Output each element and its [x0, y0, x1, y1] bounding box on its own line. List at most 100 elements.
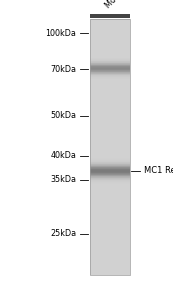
Bar: [90, 67, 130, 68]
Bar: [90, 140, 130, 141]
Bar: [90, 50, 130, 51]
Bar: [90, 202, 130, 203]
Bar: [90, 190, 130, 191]
Bar: [90, 163, 130, 164]
Bar: [90, 33, 130, 34]
Bar: [90, 265, 130, 266]
Bar: [90, 241, 130, 242]
Bar: [90, 74, 130, 75]
Bar: [90, 120, 130, 121]
Bar: [90, 86, 130, 87]
Bar: [90, 248, 130, 249]
Bar: [90, 213, 130, 214]
Bar: [90, 166, 130, 167]
Bar: [90, 122, 130, 123]
Bar: [90, 159, 130, 160]
Bar: [90, 261, 130, 262]
Bar: [90, 193, 130, 194]
Text: 100kDa: 100kDa: [45, 28, 76, 38]
Bar: [90, 36, 130, 37]
Bar: [90, 116, 130, 117]
Bar: [90, 68, 130, 69]
Bar: [90, 268, 130, 269]
Bar: [90, 153, 130, 154]
Bar: [90, 22, 130, 23]
Bar: [90, 205, 130, 206]
Bar: [90, 92, 130, 93]
Bar: [90, 137, 130, 138]
Bar: [90, 233, 130, 234]
Bar: [90, 185, 130, 186]
Bar: [90, 135, 130, 136]
Bar: [90, 240, 130, 241]
Bar: [90, 253, 130, 254]
Bar: [90, 245, 130, 246]
Bar: [90, 32, 130, 33]
Text: 70kDa: 70kDa: [50, 64, 76, 74]
Bar: [90, 244, 130, 245]
Bar: [90, 272, 130, 273]
Bar: [90, 164, 130, 165]
Bar: [90, 90, 130, 91]
Bar: [90, 254, 130, 255]
Bar: [90, 180, 130, 181]
Bar: [90, 180, 130, 181]
Bar: [90, 166, 130, 167]
Bar: [90, 202, 130, 204]
Bar: [90, 192, 130, 193]
Bar: [90, 152, 130, 153]
Bar: [90, 89, 130, 90]
Bar: [90, 205, 130, 206]
Text: 40kDa: 40kDa: [50, 152, 76, 160]
Bar: [90, 164, 130, 165]
Bar: [90, 48, 130, 49]
Bar: [90, 267, 130, 268]
Bar: [90, 145, 130, 146]
Bar: [90, 235, 130, 236]
Bar: [90, 200, 130, 201]
Bar: [90, 217, 130, 218]
Bar: [90, 20, 130, 21]
Bar: [90, 266, 130, 267]
Bar: [90, 108, 130, 109]
Bar: [90, 85, 130, 86]
Bar: [90, 102, 130, 103]
Bar: [90, 95, 130, 96]
Bar: [90, 183, 130, 184]
Bar: [90, 30, 130, 31]
Bar: [90, 215, 130, 216]
Bar: [90, 103, 130, 104]
Bar: [90, 220, 130, 221]
Bar: [90, 233, 130, 234]
Bar: [90, 70, 130, 71]
Bar: [90, 42, 130, 43]
Bar: [90, 172, 130, 173]
Bar: [90, 67, 130, 68]
Bar: [90, 255, 130, 256]
Bar: [90, 203, 130, 204]
Bar: [90, 117, 130, 118]
Bar: [90, 125, 130, 126]
Bar: [90, 234, 130, 235]
Bar: [90, 176, 130, 177]
Bar: [90, 273, 130, 274]
Bar: [90, 149, 130, 150]
Bar: [90, 148, 130, 149]
Bar: [90, 77, 130, 78]
Bar: [90, 217, 130, 218]
Bar: [90, 258, 130, 259]
Bar: [90, 145, 130, 146]
Bar: [90, 69, 130, 70]
Bar: [90, 131, 130, 132]
Bar: [90, 158, 130, 159]
Bar: [90, 168, 130, 169]
Bar: [90, 170, 130, 171]
Bar: [90, 184, 130, 185]
Bar: [90, 112, 130, 113]
Bar: [90, 80, 130, 81]
Bar: [90, 124, 130, 125]
Bar: [90, 115, 130, 116]
Bar: [90, 183, 130, 184]
Bar: [90, 219, 130, 220]
Bar: [90, 250, 130, 251]
